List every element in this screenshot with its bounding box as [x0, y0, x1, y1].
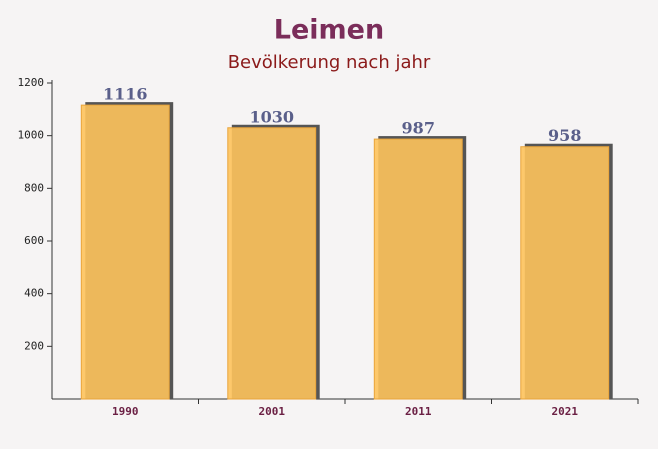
- x-tick-label: 2011: [405, 405, 432, 418]
- y-tick-label: 800: [24, 181, 44, 194]
- chart-subtitle: Bevölkerung nach jahr: [228, 52, 431, 73]
- value-label: 1030: [249, 107, 294, 126]
- x-tick-label: 1990: [112, 405, 139, 418]
- x-tick-label: 2001: [259, 405, 286, 418]
- x-tick-label: 2021: [552, 405, 579, 418]
- value-label: 987: [402, 119, 435, 138]
- value-label: 958: [548, 126, 581, 145]
- y-tick-label: 600: [24, 234, 44, 247]
- bar: [520, 146, 610, 400]
- bar: [373, 138, 463, 400]
- y-tick-label: 400: [24, 287, 44, 300]
- y-tick-label: 1200: [18, 76, 45, 89]
- chart-title: Leimen: [274, 15, 384, 46]
- value-label: 1116: [103, 85, 148, 104]
- y-tick-label: 200: [24, 339, 44, 352]
- bar: [80, 104, 170, 400]
- bar: [227, 127, 317, 400]
- y-tick-label: 1000: [18, 129, 45, 142]
